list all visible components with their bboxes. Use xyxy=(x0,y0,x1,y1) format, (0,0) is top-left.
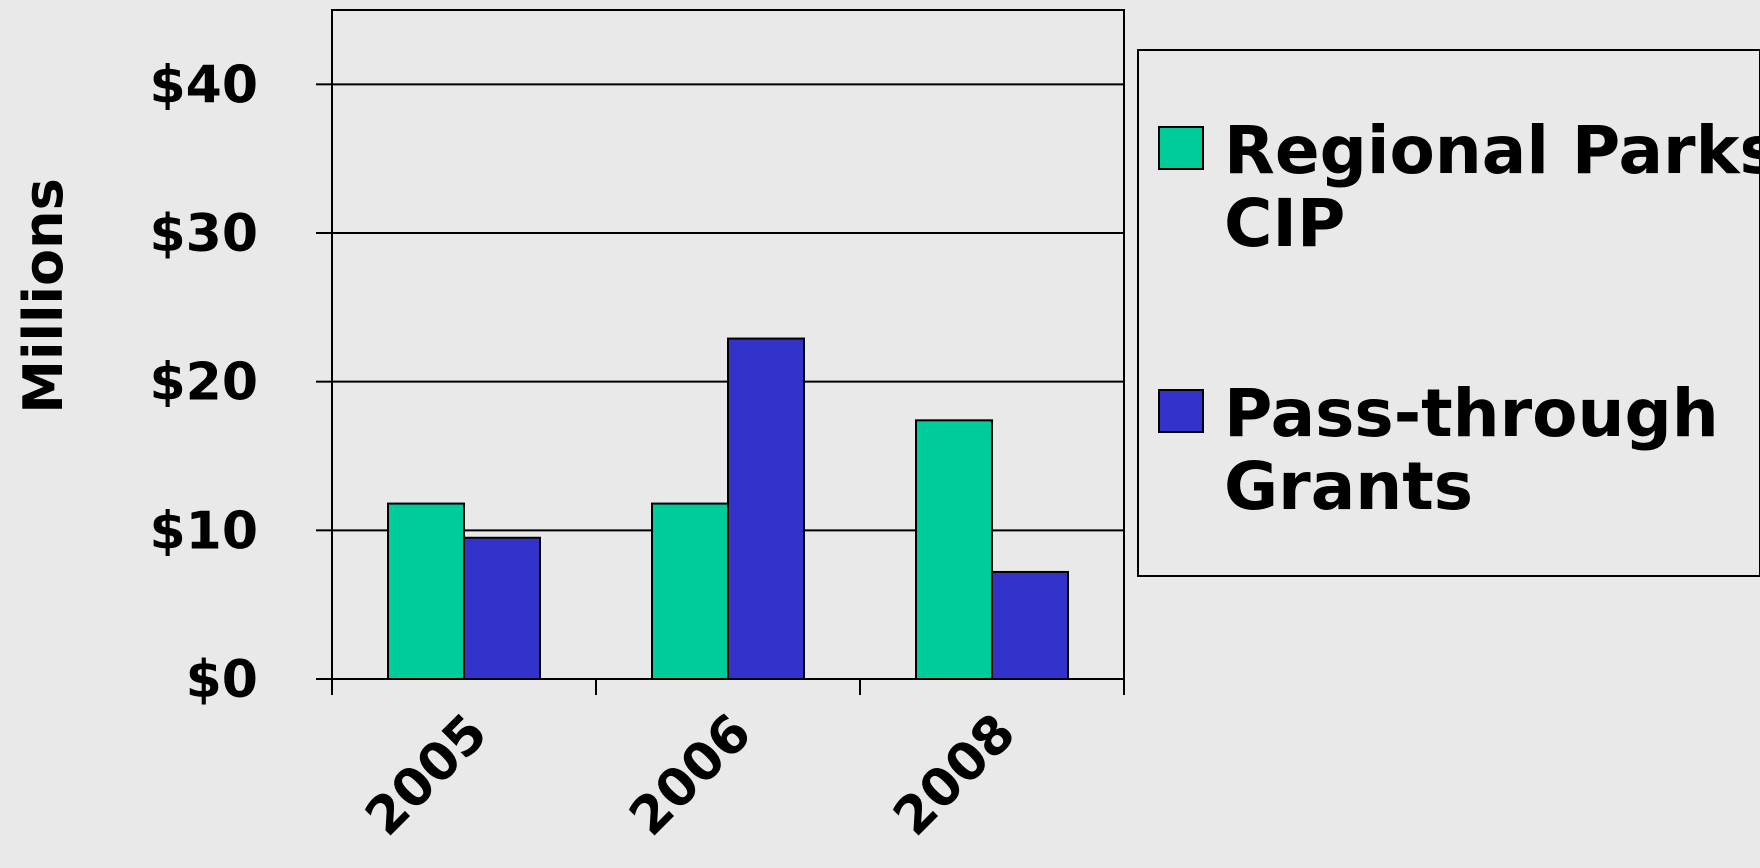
bar-regional-parks-cip xyxy=(915,419,993,680)
bar-regional-parks-cip xyxy=(651,502,729,680)
legend-label: Regional Parks xyxy=(1224,112,1760,189)
bar-pass-through-grants xyxy=(991,570,1069,681)
legend-label: Pass-through xyxy=(1224,375,1719,452)
y-tick-label: $20 xyxy=(149,353,258,413)
bar-regional-parks-cip xyxy=(387,502,465,680)
y-axis-label: Millions xyxy=(12,178,75,413)
legend-label: CIP xyxy=(1224,185,1345,262)
legend-swatch xyxy=(1158,389,1204,433)
bar-pass-through-grants xyxy=(463,536,541,680)
y-tick-labels: $0 $10 $20 $30 $40 xyxy=(149,55,258,710)
y-tick-label: $10 xyxy=(149,501,258,561)
bar-pass-through-grants xyxy=(727,337,805,680)
x-tick-labels: 2005 2006 2008 xyxy=(354,703,1027,848)
legend-box xyxy=(1137,49,1760,577)
x-tick-label: 2005 xyxy=(354,703,499,848)
axes xyxy=(316,83,1125,695)
x-tick-label: 2006 xyxy=(618,703,763,848)
x-tick-label: 2008 xyxy=(882,703,1027,848)
legend-label: Grants xyxy=(1224,448,1473,525)
y-tick-label: $40 xyxy=(149,55,258,115)
y-tick-label: $30 xyxy=(149,204,258,264)
legend-swatch xyxy=(1158,126,1204,170)
y-tick-label: $0 xyxy=(186,650,258,710)
